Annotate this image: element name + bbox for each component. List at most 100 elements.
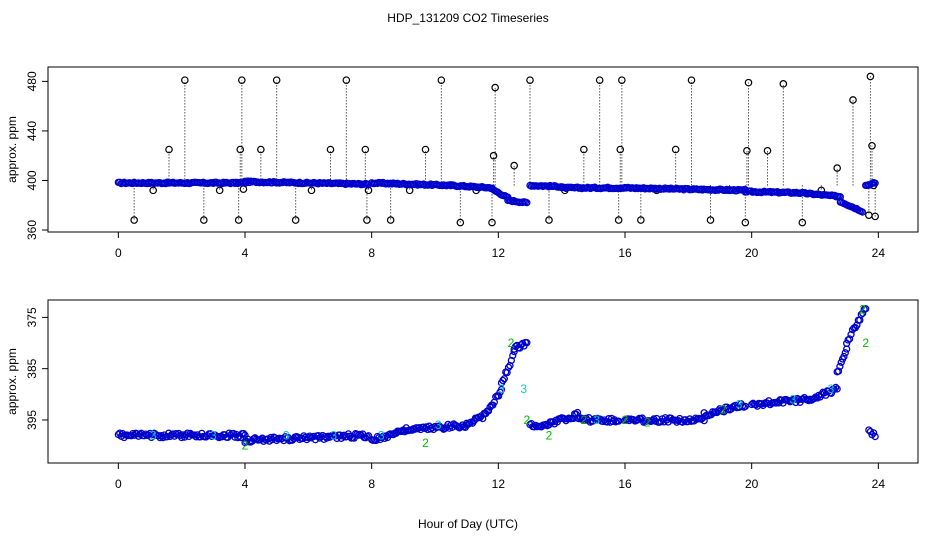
y-axis-label: approx. ppm: [5, 348, 19, 415]
data-point: [741, 402, 749, 411]
data-point: [832, 383, 840, 392]
x-tick-label: 12: [492, 246, 506, 260]
x-tick-label: 20: [745, 477, 759, 491]
x-tick-label: 0: [115, 246, 122, 260]
data-point: [509, 351, 517, 360]
outlier-point: [866, 72, 875, 81]
marker-label-2: 2: [720, 403, 727, 417]
outlier-point: [706, 216, 715, 224]
outlier-point: [272, 76, 281, 84]
data-point: [163, 433, 171, 441]
data-point: [499, 376, 507, 385]
data-point: [836, 362, 844, 371]
marker-label-2: 2: [422, 436, 429, 450]
marker-label-3: 3: [330, 428, 337, 442]
outlier-point: [779, 80, 788, 88]
outlier-point: [386, 216, 395, 224]
marker-label-3: 3: [593, 413, 600, 427]
outlier-point: [236, 145, 245, 154]
x-tick-label: 12: [492, 477, 506, 491]
marker-label-3: 3: [789, 392, 796, 406]
data-point: [871, 179, 879, 187]
data-point: [844, 336, 852, 344]
data-point: [840, 352, 848, 361]
x-axis-label: Hour of Day (UTC): [418, 517, 518, 531]
data-point: [281, 433, 289, 441]
outlier-point: [421, 145, 430, 154]
x-tick-label: 16: [618, 477, 632, 491]
x-tick-label: 24: [872, 477, 886, 491]
outlier-point: [488, 218, 496, 227]
data-point: [738, 402, 747, 410]
data-point: [504, 363, 513, 372]
outlier-point: [361, 145, 370, 154]
marker-label-3: 3: [283, 428, 290, 442]
marker-label-3: 3: [378, 428, 385, 442]
outlier-point: [637, 216, 645, 224]
data-point: [834, 367, 843, 375]
outlier-point: [616, 145, 625, 154]
outlier-point: [741, 218, 750, 227]
marker-label-2: 2: [644, 416, 651, 430]
x-tick-label: 4: [242, 477, 249, 491]
y-tick-label: 375: [25, 307, 39, 327]
outlier-point: [671, 145, 680, 154]
outlier-point: [238, 76, 246, 84]
outlier-point: [849, 96, 857, 104]
data-point: [841, 349, 849, 357]
marker-label-3: 3: [520, 382, 527, 396]
marker-label-2: 2: [242, 439, 249, 453]
chart-title: HDP_131209 CO2 Timeseries: [387, 11, 548, 25]
data-point: [858, 208, 867, 216]
x-tick-label: 24: [872, 246, 886, 260]
x-tick-label: 16: [618, 246, 632, 260]
y-tick-label: 440: [25, 121, 39, 141]
marker-label-2: 2: [523, 413, 530, 427]
outlier-point: [868, 141, 876, 150]
outlier-point: [456, 218, 465, 227]
marker-label-3: 3: [210, 428, 217, 442]
marker-label-3: 3: [498, 382, 505, 396]
outlier-point: [595, 76, 604, 84]
data-point: [172, 429, 180, 438]
outlier-point: [291, 216, 300, 224]
y-tick-label: 400: [25, 170, 39, 190]
plot-frame: [47, 299, 919, 464]
marker-label-2: 2: [859, 303, 866, 317]
outlier-point: [437, 76, 446, 84]
outlier-point: [510, 161, 518, 170]
marker-label-3: 3: [150, 428, 157, 442]
data-point: [484, 407, 493, 415]
outlier-point: [130, 216, 138, 224]
outlier-point: [526, 76, 534, 84]
outlier-point: [215, 186, 224, 195]
outlier-point: [743, 146, 751, 155]
marker-label-2: 2: [622, 413, 629, 427]
outlier-point: [165, 145, 173, 154]
outlier-point: [342, 76, 351, 84]
marker-label-2: 2: [580, 413, 587, 427]
outlier-point: [618, 76, 626, 84]
outlier-point: [307, 186, 316, 195]
y-tick-label: 480: [25, 71, 39, 91]
bottom-panel: approx. ppm 0 4 8 12 16 20 24 375 385 395 2 2 2 2 2 2 2 2 2…: [5, 299, 919, 491]
data-point: [129, 429, 137, 438]
x-tick-label: 4: [242, 246, 249, 260]
outlier-point: [257, 145, 265, 154]
outlier-point: [798, 218, 807, 227]
data-point: [192, 433, 200, 441]
outlier-point: [614, 216, 623, 224]
x-tick-label: 0: [115, 477, 122, 491]
data-point: [500, 375, 508, 383]
outlier-point: [363, 216, 371, 224]
outlier-point: [580, 145, 588, 154]
x-tick-label: 20: [745, 246, 759, 260]
outlier-point: [687, 76, 696, 84]
y-tick-label: 385: [25, 358, 39, 378]
data-point: [837, 358, 845, 366]
outlier-point: [149, 186, 157, 195]
data-point: [523, 199, 531, 207]
outlier-point: [234, 216, 243, 224]
marker-label-2: 2: [508, 336, 515, 350]
